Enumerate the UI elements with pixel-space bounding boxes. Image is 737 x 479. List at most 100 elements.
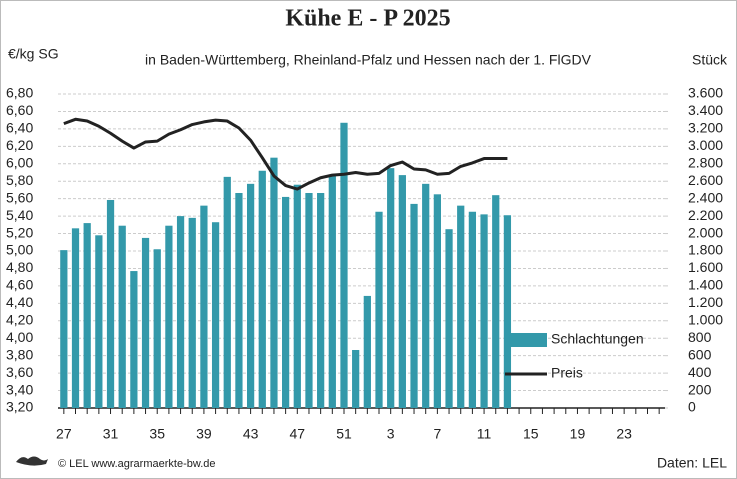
bar — [317, 192, 325, 408]
y2-tick-label: 2.800 — [688, 154, 723, 170]
y-tick-label: 6,80 — [6, 85, 33, 101]
bar — [305, 192, 313, 408]
bar — [340, 122, 348, 409]
bar — [282, 196, 290, 408]
x-tick-label: 47 — [290, 426, 306, 442]
y-tick-label: 5,00 — [6, 242, 33, 258]
y2-tick-label: 200 — [688, 381, 712, 397]
y2-tick-label: 1.000 — [688, 311, 723, 327]
x-tick-label: 11 — [477, 426, 492, 442]
legend-swatch — [505, 333, 547, 347]
y-tick-label: 6,60 — [6, 102, 33, 118]
bar — [83, 223, 91, 408]
x-tick-label: 35 — [149, 426, 165, 442]
bar — [176, 216, 185, 408]
bar — [165, 225, 173, 408]
legend-label: Preis — [551, 365, 583, 381]
bar — [235, 192, 243, 408]
bar — [71, 228, 80, 408]
y2-tick-label: 2.400 — [688, 189, 723, 205]
x-tick-label: 3 — [387, 426, 395, 442]
source-right: Daten: LEL — [657, 455, 727, 471]
chart-subtitle: in Baden-Württemberg, Rheinland-Pfalz un… — [145, 52, 592, 68]
bar — [118, 225, 126, 408]
y-tick-label: 4,60 — [6, 277, 33, 293]
y-tick-label: 4,40 — [6, 294, 33, 310]
y-tick-label: 5,40 — [6, 207, 33, 223]
bar — [363, 295, 371, 408]
y-tick-label: 5,20 — [6, 224, 33, 240]
x-tick-label: 31 — [103, 426, 119, 442]
bar — [503, 215, 512, 408]
bar — [106, 199, 115, 408]
bar — [153, 249, 161, 408]
y2-tick-label: 0 — [688, 399, 696, 415]
y-tick-label: 4,80 — [6, 259, 33, 275]
x-tick-label: 43 — [243, 426, 259, 442]
y-tick-label: 3,40 — [6, 381, 33, 397]
bar — [433, 194, 441, 408]
x-tick-label: 27 — [56, 426, 72, 442]
bar — [60, 250, 68, 408]
y2-tick-label: 1.600 — [688, 259, 723, 275]
x-tick-label: 15 — [523, 426, 539, 442]
bar — [130, 271, 138, 408]
y-tick-label: 6,20 — [6, 137, 33, 153]
y2-tick-label: 3.600 — [688, 85, 723, 101]
bar — [223, 176, 231, 408]
y-tick-label: 3,80 — [6, 346, 33, 362]
bar — [422, 183, 430, 408]
bar — [258, 170, 266, 408]
bar — [480, 214, 488, 408]
bar — [200, 205, 208, 408]
y-tick-label: 5,60 — [6, 189, 33, 205]
y-tick-label: 6,00 — [6, 154, 33, 170]
y2-tick-label: 3.200 — [688, 120, 723, 136]
bar — [457, 205, 465, 408]
bar — [246, 183, 255, 408]
bar — [95, 235, 103, 408]
y2-tick-label: 3.000 — [688, 137, 723, 153]
y2-tick-label: 600 — [688, 346, 712, 362]
x-tick-label: 7 — [433, 426, 441, 442]
bar — [188, 217, 196, 408]
y2-tick-label: 2.000 — [688, 224, 723, 240]
y2-axis-label: Stück — [692, 52, 728, 68]
logo — [16, 456, 48, 466]
y-tick-label: 4,20 — [6, 311, 33, 327]
x-tick-label: 39 — [196, 426, 212, 442]
y2-tick-label: 800 — [688, 329, 712, 345]
y-tick-label: 5,80 — [6, 172, 33, 188]
y2-tick-label: 1.400 — [688, 277, 723, 293]
legend-label: Schlachtungen — [551, 331, 644, 347]
y2-tick-label: 1.200 — [688, 294, 723, 310]
bar — [468, 211, 477, 408]
bar — [141, 237, 150, 408]
chart-title: Kühe E - P 2025 — [285, 6, 450, 32]
y-tick-label: 3,60 — [6, 364, 33, 380]
bar — [293, 184, 301, 408]
y-tick-label: 4,00 — [6, 329, 33, 345]
y2-tick-label: 2.200 — [688, 207, 723, 223]
bar — [352, 349, 360, 408]
y2-tick-label: 2.600 — [688, 172, 723, 188]
bar — [375, 211, 383, 408]
line — [63, 117, 508, 191]
bar — [492, 195, 500, 408]
bar — [387, 168, 395, 408]
x-tick-label: 19 — [570, 426, 586, 442]
bar — [398, 175, 406, 408]
y2-tick-label: 1.800 — [688, 242, 723, 258]
y2-tick-label: 400 — [688, 364, 712, 380]
bar — [445, 229, 453, 408]
bar — [410, 203, 418, 408]
y2-tick-label: 3.400 — [688, 102, 723, 118]
y-tick-label: 3,20 — [6, 399, 33, 415]
bar — [328, 175, 336, 408]
x-tick-label: 23 — [616, 426, 632, 442]
x-tick-label: 51 — [336, 426, 352, 442]
bar — [211, 222, 220, 408]
y-tick-label: 6,40 — [6, 120, 33, 136]
